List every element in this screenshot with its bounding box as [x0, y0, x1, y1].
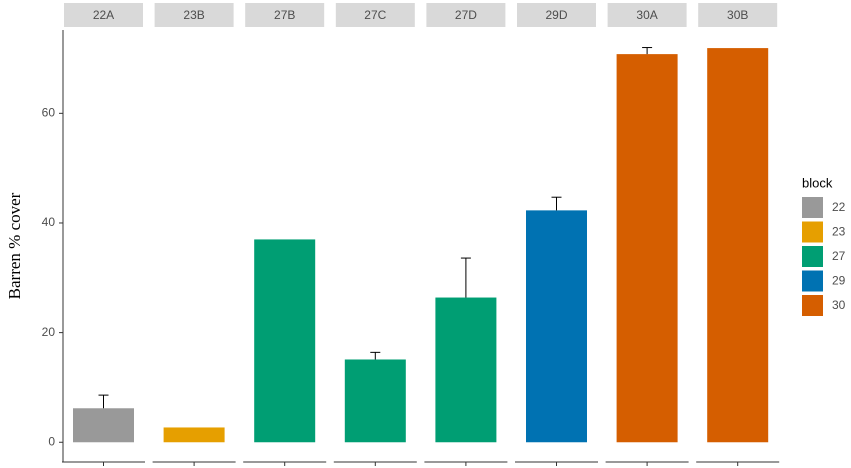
facet-label: 22A [93, 8, 114, 22]
facet-strip [698, 3, 778, 27]
legend-key [802, 295, 823, 316]
facet-label: 27D [455, 8, 477, 22]
legend-key [802, 246, 823, 267]
facet-strip [245, 3, 325, 27]
legend-key [802, 270, 823, 292]
facet-strip [154, 3, 234, 27]
y-tick-label: 60 [42, 106, 56, 120]
bar [526, 210, 587, 443]
bar [73, 408, 134, 443]
bar [344, 359, 406, 443]
legend-label: 29 [832, 274, 846, 288]
bar [707, 48, 769, 443]
facet-strip [426, 3, 506, 27]
bar [163, 427, 225, 443]
legend-label: 22 [832, 200, 846, 214]
facet-strip [607, 3, 687, 27]
legend-key [802, 221, 823, 243]
facet-label: 23B [183, 8, 204, 22]
y-tick-label: 40 [42, 215, 56, 229]
y-axis-title: Barren % cover [5, 192, 24, 299]
bar [435, 297, 497, 443]
y-tick-label: 0 [48, 434, 55, 448]
legend-key [802, 197, 823, 218]
legend-label: 27 [832, 249, 846, 263]
legend-label: 23 [832, 225, 846, 239]
facet-label: 30B [727, 8, 748, 22]
bar [616, 54, 678, 443]
facet-strip [335, 3, 415, 27]
legend-label: 30 [832, 298, 846, 312]
legend-title: block [802, 175, 833, 190]
y-tick-label: 20 [42, 325, 56, 339]
facet-strip [64, 3, 143, 27]
facet-label: 27C [364, 8, 386, 22]
facet-label: 29D [545, 8, 567, 22]
facet-strip [517, 3, 596, 27]
bar [254, 239, 316, 443]
facet-label: 27B [274, 8, 295, 22]
facet-label: 30A [636, 8, 657, 22]
